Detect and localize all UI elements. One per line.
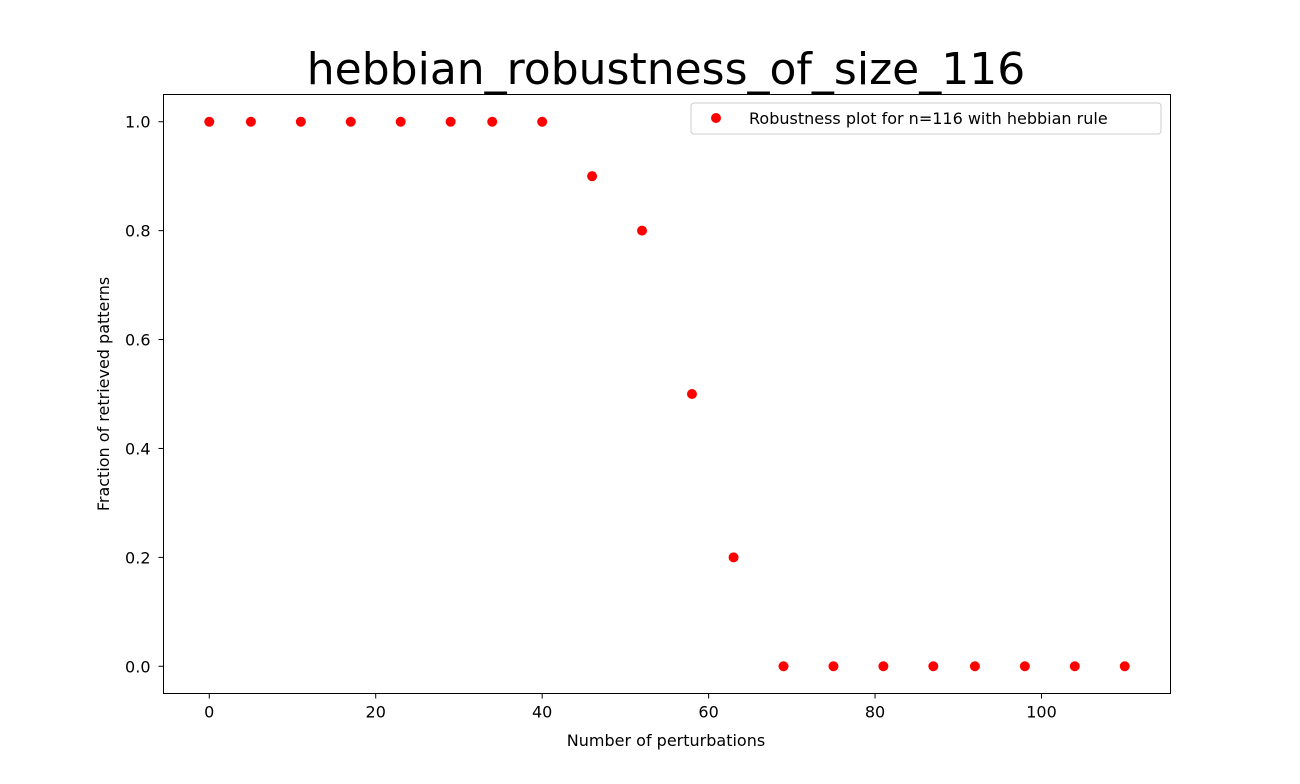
- x-tick-label: 40: [532, 703, 552, 722]
- data-point: [245, 116, 256, 127]
- data-point: [778, 661, 789, 672]
- data-point: [295, 116, 306, 127]
- data-point: [537, 116, 548, 127]
- y-tick-label: 0.6: [125, 331, 150, 350]
- y-axis-label: Fraction of retrieved patterns: [94, 277, 113, 511]
- plot-area: [163, 94, 1171, 694]
- legend-label: Robustness plot for n=116 with hebbian r…: [749, 109, 1108, 128]
- chart-title: hebbian_robustness_of_size_116: [307, 44, 1025, 95]
- data-point: [445, 116, 456, 127]
- data-point: [587, 171, 598, 182]
- legend-marker: [711, 113, 721, 123]
- data-point: [686, 389, 697, 399]
- y-tick-label: 0.0: [125, 657, 150, 676]
- data-point: [728, 552, 739, 563]
- x-axis: 0 20 40 60 80 100: [204, 693, 1057, 722]
- y-axis: 0.0 0.2 0.4 0.6 0.8 1.0: [125, 113, 164, 676]
- data-point: [1069, 661, 1080, 672]
- x-tick-label: 0: [204, 703, 214, 722]
- x-tick-label: 80: [865, 703, 885, 722]
- data-point: [969, 661, 980, 672]
- x-tick-label: 20: [366, 703, 386, 722]
- data-point: [928, 661, 939, 672]
- data-point: [487, 116, 498, 127]
- data-point: [1119, 661, 1130, 672]
- data-point: [878, 661, 889, 672]
- data-point: [828, 661, 839, 672]
- legend: Robustness plot for n=116 with hebbian r…: [690, 102, 1162, 135]
- y-tick-label: 0.2: [125, 548, 150, 567]
- data-point: [1019, 661, 1030, 672]
- data-point: [637, 225, 648, 236]
- y-tick-label: 0.4: [125, 439, 150, 458]
- data-points: [204, 116, 1130, 672]
- axes-frame: [163, 94, 1171, 694]
- legend-box: [690, 102, 1162, 135]
- x-tick-label: 60: [698, 703, 718, 722]
- y-tick-label: 1.0: [125, 113, 150, 132]
- x-axis-label: Number of perturbations: [567, 731, 765, 750]
- data-point: [345, 116, 356, 127]
- data-point: [204, 116, 215, 127]
- x-tick-label: 100: [1026, 703, 1057, 722]
- data-point: [395, 116, 406, 127]
- y-tick-label: 0.8: [125, 222, 150, 241]
